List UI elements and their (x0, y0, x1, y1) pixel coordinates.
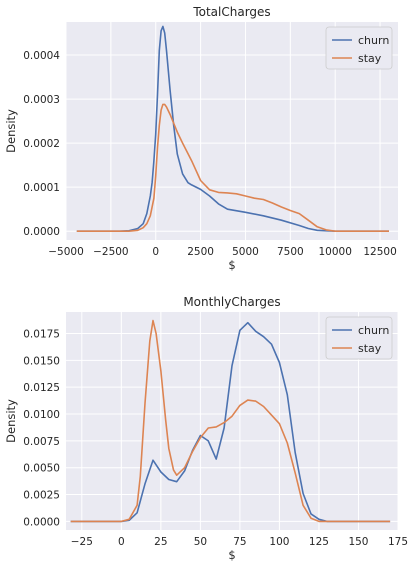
y-tick-label: 0.0075 (23, 436, 60, 448)
legend-label-stay: stay (358, 342, 382, 355)
legend-label-stay: stay (358, 52, 382, 65)
x-tick-label: 7500 (277, 246, 304, 258)
y-tick-label: 0.0000 (23, 516, 60, 528)
y-tick-label: 0.0000 (23, 226, 60, 238)
x-tick-label: 12500 (363, 246, 396, 258)
legend-label-churn: churn (358, 324, 389, 337)
x-tick-label: 25 (154, 536, 167, 548)
y-tick-label: 0.0150 (23, 355, 60, 367)
series-line-churn (76, 25, 389, 232)
x-tick-label: 50 (194, 536, 207, 548)
x-tick-label: 0 (118, 536, 125, 548)
x-axis-label: $ (228, 548, 235, 562)
x-tick-label: 150 (348, 536, 368, 548)
y-tick-label: 0.0125 (23, 382, 60, 394)
x-tick-label: 100 (269, 536, 289, 548)
y-tick-label: 0.0175 (23, 328, 60, 340)
y-tick-label: 0.0025 (23, 490, 60, 502)
chart-2: −25 0 25 50 75 100 125 150 175 0.0000 0.0025 0.0050… (4, 295, 408, 562)
x-tick-label: 5000 (232, 246, 259, 258)
series-line-churn (70, 321, 391, 523)
x-tick-label: 0 (152, 246, 159, 258)
chart-1: −5000 −2500 0 2500 5000 7500 10000 12500 0.0000 0… (4, 5, 398, 272)
x-tick-label: −2500 (93, 246, 129, 258)
y-tick-label: 0.0004 (23, 50, 60, 62)
x-tick-label: 75 (233, 536, 246, 548)
x-tick-label: 125 (309, 536, 329, 548)
y-tick-label: 0.0002 (23, 138, 60, 150)
legend: churn stay (325, 26, 393, 70)
chart-title: MonthlyCharges (183, 295, 280, 309)
x-tick-label: 175 (388, 536, 408, 548)
x-tick-label: −5000 (48, 246, 84, 258)
y-tick-label: 0.0050 (23, 463, 60, 475)
x-axis-label: $ (228, 258, 235, 272)
x-tick-label: 2500 (187, 246, 214, 258)
y-axis-label: Density (4, 109, 18, 153)
series-line-stay (76, 103, 389, 232)
legend-label-churn: churn (358, 34, 389, 47)
series-line-stay (70, 319, 391, 523)
y-axis-label: Density (4, 399, 18, 443)
y-tick-label: 0.0001 (23, 182, 60, 194)
legend: churn stay (325, 316, 393, 360)
y-tick-label: 0.0100 (23, 409, 60, 421)
y-tick-label: 0.0003 (23, 94, 60, 106)
x-tick-label: −25 (71, 536, 93, 548)
chart-title: TotalCharges (192, 5, 270, 19)
x-tick-label: 10000 (318, 246, 351, 258)
